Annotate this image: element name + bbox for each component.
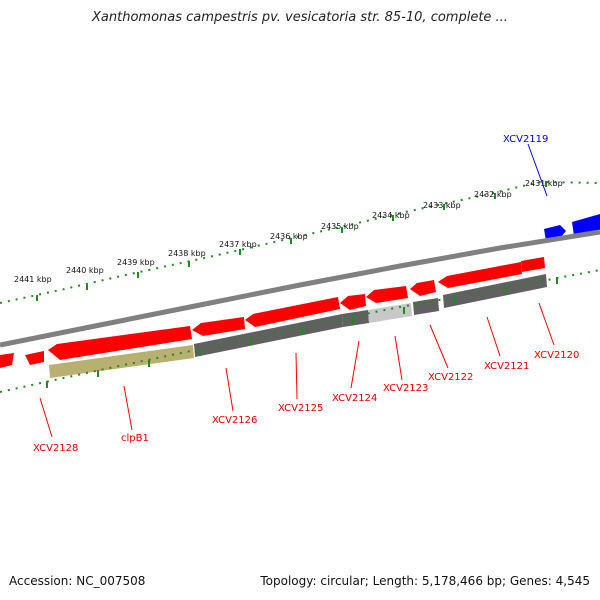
genome-backbone: [0, 229, 600, 348]
gene-label-XCV2122: XCV2122: [428, 372, 473, 383]
ruler-label: 2432 kbp: [474, 190, 512, 199]
ruler-label: 2439 kbp: [117, 258, 155, 267]
ruler-label: 2433 kbp: [423, 201, 461, 210]
gene-label-XCV2124: XCV2124: [332, 393, 377, 404]
cds-XCV2125: [342, 310, 369, 327]
cds-XCV2123: [413, 298, 439, 315]
gene-label-XCV2126: XCV2126: [212, 415, 257, 426]
gene-label-XCV2125: XCV2125: [278, 403, 323, 414]
gene-XCV2121-arrow: [438, 262, 522, 288]
XCV2119-leader-line: [527, 143, 548, 197]
gene-label-XCV2120: XCV2120: [534, 350, 579, 361]
outer-ruler-arc: [0, 180, 600, 304]
ruler-label: 2436 kbp: [270, 232, 308, 241]
outer-ruler-ticks: [36, 181, 547, 301]
ruler-label: 2441 kbp: [14, 275, 52, 284]
gene-labels[interactable]: XCV2128 clpB1 XCV2126 XCV2125 XCV2124 XC…: [33, 350, 579, 454]
cds-clpB1: [49, 345, 194, 378]
gene-label-XCV2119[interactable]: XCV2119: [503, 134, 548, 145]
gene-XCV2123-arrow: [366, 286, 408, 303]
cds-bars[interactable]: [49, 274, 547, 378]
gene-XCV2124-arrow: [340, 294, 366, 310]
gene-XCV2128-arrow: [25, 351, 44, 365]
ruler-label: 2435 kbp: [321, 222, 359, 231]
gene-XCV2126-arrow: [192, 317, 245, 336]
cds-XCV2126: [194, 314, 343, 357]
ruler-label: 2434 kbp: [372, 211, 410, 220]
map-title: Xanthomonas campestris pv. vesicatoria s…: [92, 10, 508, 25]
genome-summary-label: Topology: circular; Length: 5,178,466 bp…: [260, 574, 590, 588]
reverse-genes[interactable]: [0, 257, 545, 368]
gene-label-XCV2128: XCV2128: [33, 443, 78, 454]
gene-XCV2129-arrow: [0, 353, 14, 368]
ruler-label: 2438 kbp: [168, 249, 206, 258]
cds-XCV2121: [443, 274, 547, 308]
inner-ruler-ticks: [46, 277, 558, 388]
gene-label-XCV2123: XCV2123: [383, 383, 428, 394]
gene-forward-arrow: [572, 214, 600, 236]
gene-label-clpB1: clpB1: [121, 433, 149, 444]
gene-leader-lines: [39, 302, 555, 438]
gene-XCV2122-arrow: [410, 280, 436, 296]
accession-label: Accession: NC_007508: [9, 574, 146, 588]
ruler-labels: 2441 kbp 2440 kbp 2439 kbp 2438 kbp 2437…: [14, 179, 563, 284]
gene-XCV2120-arrow: [521, 257, 545, 272]
ruler-label: 2437 kbp: [219, 240, 257, 249]
gene-XCV2125-arrow: [245, 297, 340, 327]
ruler-label: 2431 kbp: [525, 179, 563, 188]
ruler-label: 2440 kbp: [66, 266, 104, 275]
gene-label-XCV2121: XCV2121: [484, 361, 529, 372]
gene-clpB1-arrow: [48, 326, 192, 360]
cds-XCV2124: [368, 303, 412, 323]
